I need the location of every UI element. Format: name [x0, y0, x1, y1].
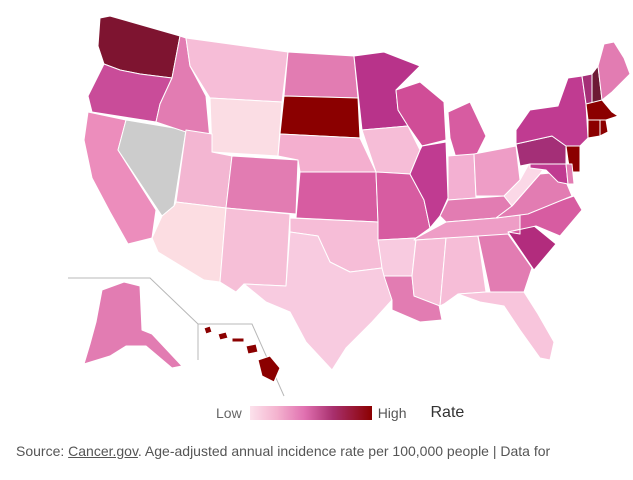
- state-HI[interactable]: [257, 355, 281, 383]
- state-AK[interactable]: [83, 281, 183, 369]
- state-NM[interactable]: [219, 207, 291, 293]
- state-CT[interactable]: [587, 119, 601, 139]
- source-link[interactable]: Cancer.gov: [68, 443, 138, 459]
- state-MA[interactable]: [585, 99, 619, 121]
- state-WI[interactable]: [395, 81, 447, 147]
- source-caption: Source: Cancer.gov. Age-adjusted annual …: [16, 443, 633, 459]
- state-NC[interactable]: [507, 195, 583, 237]
- state-ID[interactable]: [155, 35, 211, 141]
- state-IL[interactable]: [409, 141, 449, 229]
- state-DE[interactable]: [565, 163, 575, 185]
- legend-title: Rate: [430, 404, 465, 421]
- state-MS[interactable]: [411, 237, 447, 307]
- state-CO[interactable]: [225, 155, 299, 215]
- state-HI-molokai[interactable]: [231, 337, 245, 343]
- state-AR[interactable]: [377, 237, 417, 277]
- state-HI-kauai[interactable]: [203, 325, 213, 335]
- state-HI-group: [203, 325, 281, 383]
- state-WY[interactable]: [209, 97, 283, 157]
- legend-gradient-bar: [249, 406, 372, 420]
- state-FL[interactable]: [457, 291, 555, 361]
- source-prefix: Source:: [16, 443, 69, 459]
- state-ND[interactable]: [283, 51, 359, 99]
- color-legend: Low High Rate: [216, 402, 464, 424]
- source-suffix: . Age-adjusted annual incidence rate per…: [137, 443, 551, 459]
- state-NY[interactable]: [515, 75, 589, 147]
- state-RI[interactable]: [599, 119, 609, 137]
- state-KS[interactable]: [295, 171, 379, 223]
- legend-low-label: Low: [216, 405, 242, 421]
- state-GA[interactable]: [477, 233, 533, 293]
- state-SD[interactable]: [279, 95, 361, 139]
- state-ME[interactable]: [597, 41, 631, 101]
- state-HI-oahu[interactable]: [217, 331, 229, 341]
- state-IN[interactable]: [447, 153, 477, 201]
- legend-high-label: High: [377, 405, 407, 421]
- state-TX[interactable]: [243, 231, 393, 371]
- us-choropleth-map: [68, 15, 631, 397]
- state-HI-maui[interactable]: [245, 343, 259, 355]
- state-MI[interactable]: [447, 101, 487, 159]
